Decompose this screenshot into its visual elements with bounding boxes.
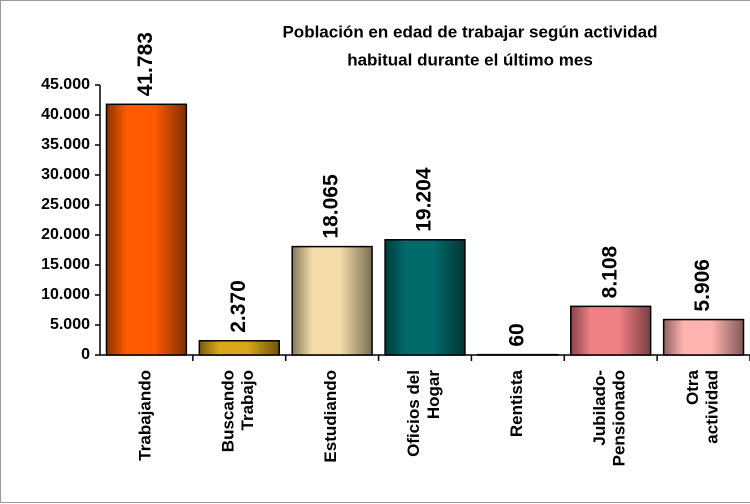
value-label: 5.906 (691, 259, 714, 312)
y-tick-label: 35.000 (41, 136, 90, 153)
y-tick-label: 5.000 (50, 316, 90, 333)
x-tick-label: Trabajando (136, 370, 155, 461)
bar (291, 245, 373, 356)
y-tick-label: 30.000 (41, 166, 90, 183)
bar (198, 340, 280, 356)
bar (570, 305, 652, 356)
y-tick-label: 40.000 (41, 106, 90, 123)
y-tick-label: 0 (81, 346, 90, 363)
chart-title: Población en edad de trabajar según acti… (282, 22, 657, 41)
value-label: 19.204 (413, 167, 436, 232)
value-label: 8.108 (598, 245, 621, 298)
chart-title: habitual durante el último mes (347, 50, 593, 69)
value-label: 41.783 (134, 32, 157, 96)
x-tick-label: Rentista (507, 369, 526, 437)
y-tick-label: 20.000 (41, 226, 90, 243)
y-tick-label: 25.000 (41, 196, 90, 213)
x-tick-label: Jubilado-Pensionado (590, 370, 629, 466)
value-label: 60 (505, 323, 528, 346)
bar (662, 318, 745, 356)
value-label: 2.370 (227, 280, 250, 333)
x-tick-label: BuscandoTrabajo (219, 370, 258, 452)
y-tick-label: 10.000 (41, 286, 90, 303)
bar (105, 103, 188, 356)
x-tick-label: Otraactividad (683, 369, 722, 443)
x-tick-label: Estudiando (322, 370, 341, 463)
y-tick-label: 45.000 (41, 76, 90, 93)
y-tick-label: 15.000 (41, 256, 90, 273)
bar (384, 239, 466, 356)
value-label: 18.065 (320, 174, 343, 239)
x-tick-label: Oficios delHogar (405, 370, 444, 457)
